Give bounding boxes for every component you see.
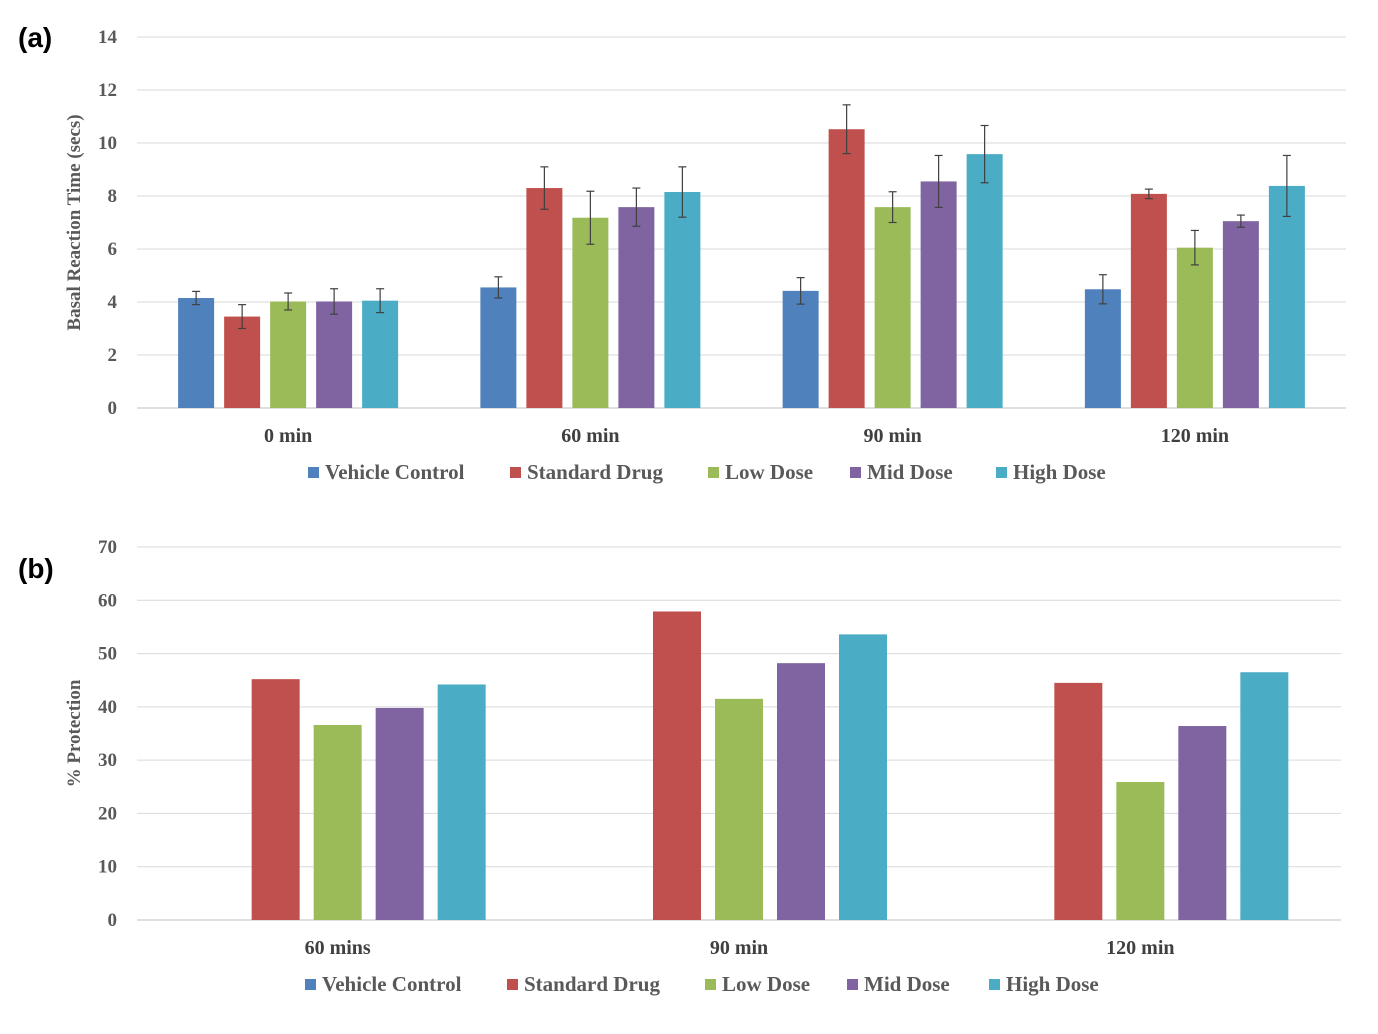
bar-low-dose	[572, 217, 609, 408]
legend-swatch	[996, 467, 1007, 478]
bar-standard-drug	[653, 611, 701, 920]
bar-low-dose	[1176, 247, 1213, 408]
bar-high-dose	[1240, 672, 1289, 920]
legend-swatch	[308, 467, 319, 478]
bar-vehicle-control	[782, 290, 819, 408]
panel-label-b: (b)	[18, 553, 54, 584]
bar-standard-drug	[828, 129, 865, 408]
chart-b: (b) 0 10 20 30 40 50 60 70 % Protection 60 mins 90 …	[18, 537, 1341, 996]
legend-swatch	[850, 467, 861, 478]
chart-a: (a) 0 2 4 6 8 10 12 14 Basal Reaction Time (secs)…	[18, 22, 1346, 484]
y-tick-label: 40	[98, 697, 117, 718]
x-category-label: 60 mins	[305, 937, 371, 959]
x-category-label: 60 min	[561, 425, 619, 447]
y-tick-label: 0	[108, 398, 118, 419]
y-tick-label: 0	[108, 910, 118, 931]
bar-high-dose	[839, 634, 887, 920]
bar-mid-dose	[777, 663, 825, 920]
bar-standard-drug	[251, 679, 300, 920]
bar-mid-dose	[920, 181, 957, 408]
bar-standard-drug	[224, 316, 261, 408]
y-tick-label: 8	[108, 186, 118, 207]
x-category-label: 0 min	[264, 425, 312, 447]
y-tick-label: 60	[98, 590, 117, 611]
y-tick-label: 30	[98, 750, 117, 771]
bar-mid-dose	[618, 207, 655, 408]
legend-swatch	[989, 979, 1000, 990]
legend-label: Mid Dose	[864, 972, 950, 996]
bar-vehicle-control	[480, 287, 517, 408]
y-tick-label: 2	[108, 345, 118, 366]
bar-high-dose	[437, 684, 486, 920]
legend-swatch	[305, 979, 316, 990]
legend-label: Standard Drug	[527, 460, 663, 484]
y-tick-label: 4	[108, 292, 118, 313]
y-tick-label: 14	[98, 27, 118, 48]
y-axis-title: % Protection	[64, 679, 85, 787]
bar-vehicle-control	[1084, 289, 1121, 408]
y-tick-label: 10	[98, 133, 117, 154]
y-tick-label: 70	[98, 537, 117, 558]
bar-mid-dose	[316, 301, 353, 408]
bar-high-dose	[1268, 185, 1305, 408]
x-category-label: 90 min	[863, 425, 921, 447]
bar-vehicle-control	[178, 298, 215, 408]
y-tick-label: 6	[108, 239, 118, 260]
x-category-label: 120 min	[1106, 937, 1174, 959]
bar-standard-drug	[1130, 193, 1167, 408]
bar-standard-drug	[526, 188, 563, 408]
bar-low-dose	[313, 724, 362, 920]
bar-high-dose	[966, 154, 1003, 408]
legend-swatch	[705, 979, 716, 990]
legend-label: Low Dose	[722, 972, 810, 996]
legend-label: Low Dose	[725, 460, 813, 484]
x-category-label: 90 min	[710, 937, 768, 959]
legend-swatch	[708, 467, 719, 478]
y-tick-label: 50	[98, 644, 117, 665]
x-category-label: 120 min	[1161, 425, 1229, 447]
legend-swatch	[510, 467, 521, 478]
legend-label: High Dose	[1013, 460, 1106, 484]
legend-swatch	[847, 979, 858, 990]
y-tick-label: 10	[98, 857, 117, 878]
y-tick-label: 12	[98, 80, 117, 101]
bar-standard-drug	[1054, 682, 1103, 920]
bar-low-dose	[1116, 781, 1165, 920]
legend-label: High Dose	[1006, 972, 1099, 996]
bar-high-dose	[664, 192, 701, 408]
bar-mid-dose	[375, 707, 424, 920]
bar-mid-dose	[1222, 221, 1259, 408]
bar-high-dose	[362, 300, 399, 408]
bar-low-dose	[270, 301, 307, 408]
y-axis-title: Basal Reaction Time (secs)	[64, 114, 85, 330]
bar-low-dose	[874, 207, 911, 408]
y-tick-label: 20	[98, 803, 117, 824]
panel-label-a: (a)	[18, 22, 52, 53]
bar-mid-dose	[1178, 726, 1227, 920]
legend-label: Vehicle Control	[322, 972, 462, 996]
bar-low-dose	[715, 698, 763, 920]
legend-label: Mid Dose	[867, 460, 953, 484]
legend-label: Standard Drug	[524, 972, 660, 996]
legend-swatch	[507, 979, 518, 990]
legend-label: Vehicle Control	[325, 460, 465, 484]
